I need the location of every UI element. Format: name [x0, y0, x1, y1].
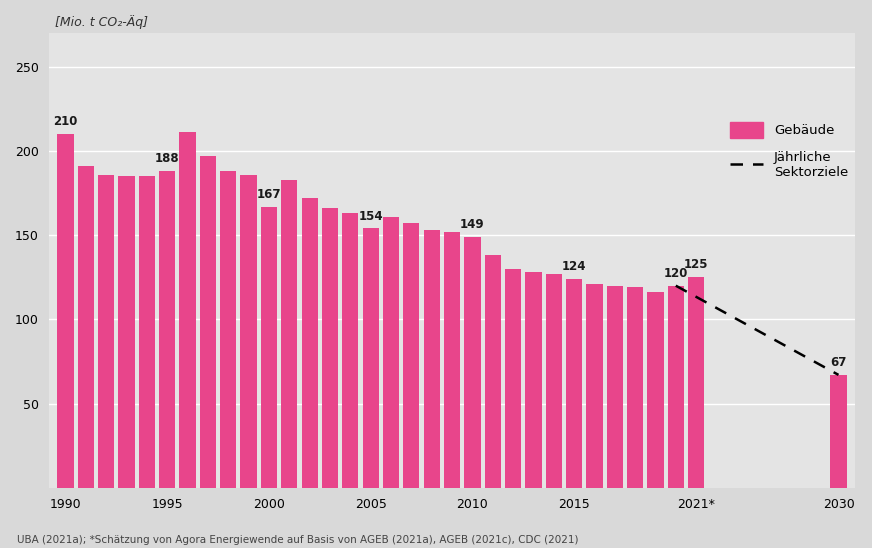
Bar: [302, 198, 317, 488]
Bar: [58, 134, 74, 488]
Bar: [403, 224, 419, 488]
Bar: [607, 286, 623, 488]
Bar: [342, 213, 358, 488]
Bar: [444, 232, 460, 488]
Text: 124: 124: [562, 260, 586, 273]
Bar: [220, 171, 236, 488]
Bar: [688, 277, 705, 488]
Bar: [241, 175, 256, 488]
Text: 154: 154: [358, 209, 383, 222]
Text: UBA (2021a); *Schätzung von Agora Energiewende auf Basis von AGEB (2021a), AGEB : UBA (2021a); *Schätzung von Agora Energi…: [17, 535, 579, 545]
Bar: [322, 208, 338, 488]
Bar: [668, 286, 684, 488]
Bar: [78, 166, 94, 488]
Text: 67: 67: [830, 356, 847, 369]
Bar: [119, 176, 134, 488]
Bar: [566, 279, 582, 488]
Bar: [159, 171, 175, 488]
Bar: [363, 229, 378, 488]
Bar: [485, 255, 501, 488]
Text: 188: 188: [155, 152, 180, 165]
Bar: [505, 269, 521, 488]
Bar: [383, 216, 399, 488]
Bar: [464, 237, 480, 488]
Legend: Gebäude, Jährliche
Sektorziele: Gebäude, Jährliche Sektorziele: [731, 122, 848, 179]
Text: 120: 120: [664, 267, 688, 280]
Bar: [200, 156, 216, 488]
Text: [Mio. t CO₂-Äq]: [Mio. t CO₂-Äq]: [56, 15, 148, 28]
Text: 167: 167: [256, 187, 281, 201]
Bar: [99, 175, 114, 488]
Bar: [546, 274, 562, 488]
Text: 125: 125: [684, 258, 708, 271]
Bar: [261, 207, 277, 488]
Bar: [525, 272, 542, 488]
Text: 210: 210: [53, 115, 78, 128]
Bar: [139, 176, 155, 488]
Bar: [424, 230, 439, 488]
Bar: [180, 133, 195, 488]
Bar: [586, 284, 603, 488]
Bar: [647, 293, 664, 488]
Bar: [830, 375, 847, 488]
Bar: [627, 287, 644, 488]
Text: 149: 149: [460, 218, 485, 231]
Bar: [281, 180, 297, 488]
